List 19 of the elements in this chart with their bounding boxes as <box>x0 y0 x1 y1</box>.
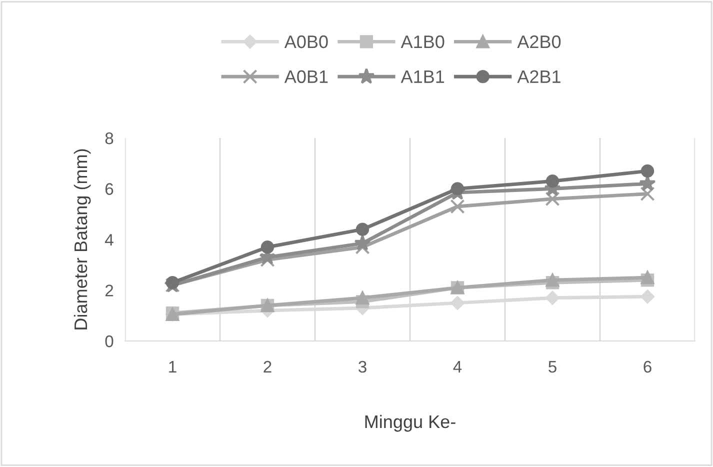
x-tick-label: 3 <box>358 360 366 373</box>
y-tick-label: 0 <box>105 335 114 348</box>
legend-label: A1B0 <box>400 35 444 48</box>
x-tick-label: 2 <box>264 360 272 373</box>
y-axis-title: Diameter Batang (mm) <box>74 149 91 330</box>
x-tick-label: 1 <box>169 361 176 373</box>
y-tick-label: 6 <box>105 183 114 195</box>
legend-label: A0B0 <box>284 35 328 48</box>
legend-label: A2B0 <box>517 35 561 48</box>
legend-label: A0B1 <box>284 70 328 84</box>
x-tick-label: 4 <box>453 361 462 373</box>
y-tick-label: 2 <box>105 284 114 296</box>
legend-label: A1B1 <box>400 70 444 83</box>
x-tick-label: 5 <box>548 361 556 373</box>
y-tick-label: 8 <box>105 132 114 144</box>
y-tick-label: 4 <box>105 234 114 246</box>
x-axis-title: Minggu Ke- <box>365 414 456 432</box>
x-tick-label: 6 <box>644 360 652 373</box>
legend-label: A2B1 <box>517 70 560 83</box>
